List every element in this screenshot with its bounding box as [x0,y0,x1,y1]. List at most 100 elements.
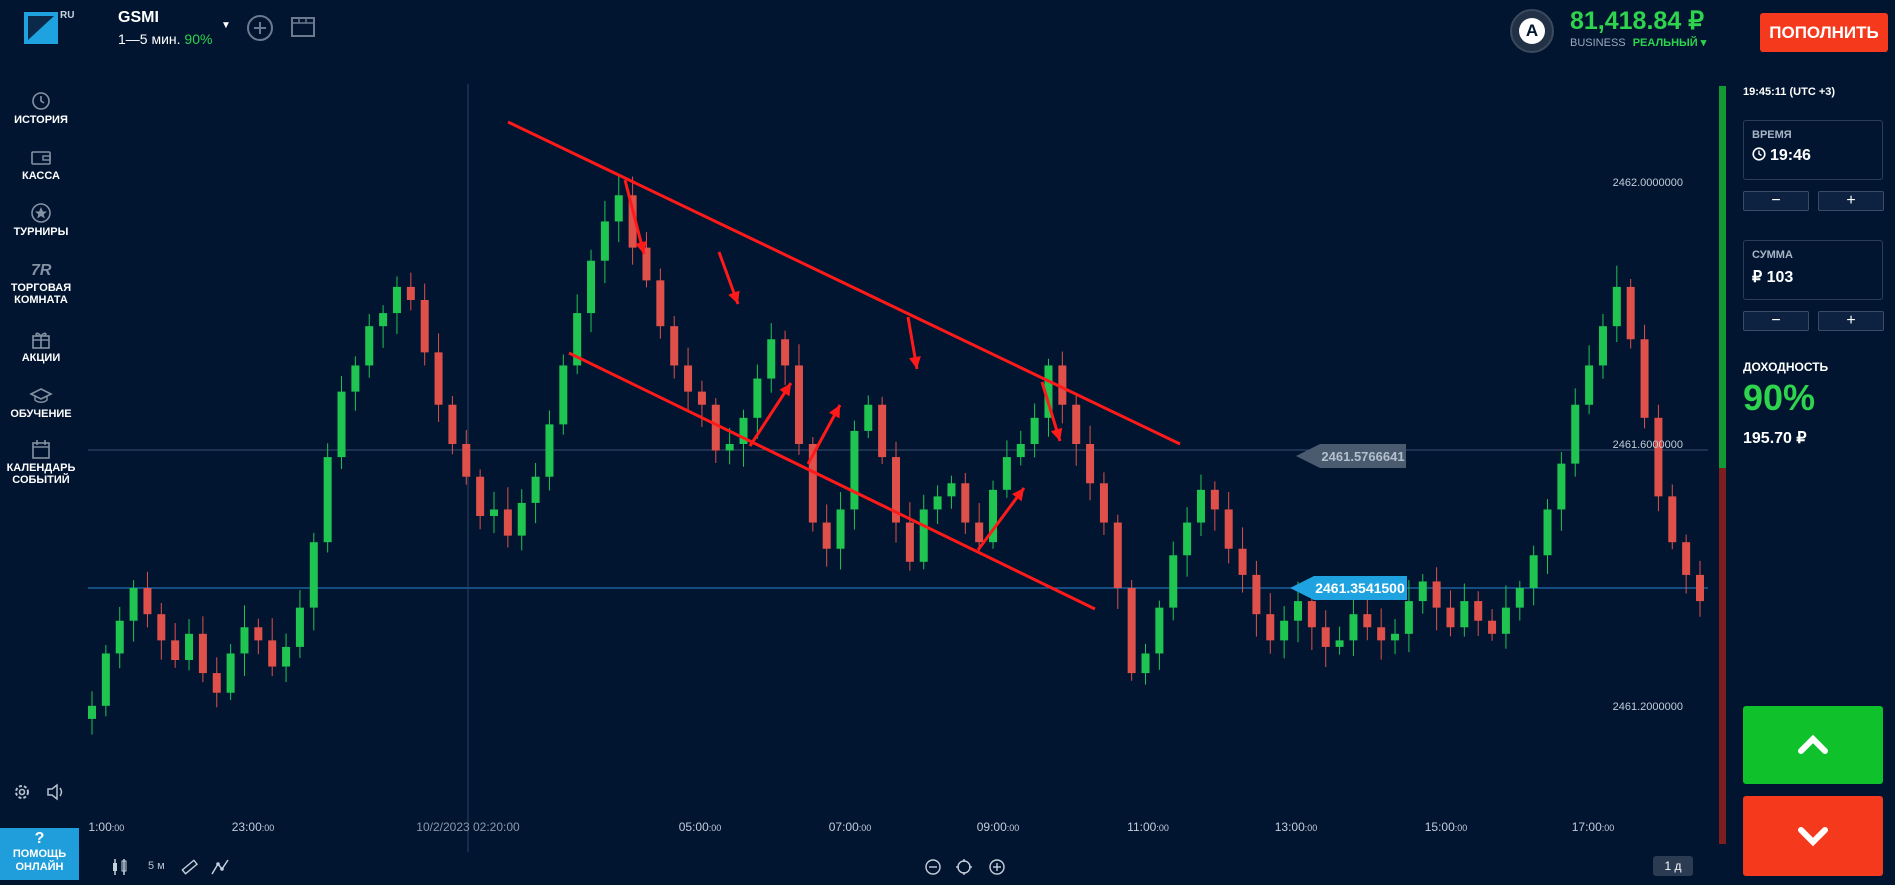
candle-body [1446,607,1455,628]
candle-body [1224,509,1233,549]
sidebar-item-label: КАЛЕНДАРЬ СОБЫТИЙ [6,462,76,486]
candle-body [115,620,124,654]
zoom-in-icon[interactable] [988,858,1006,876]
candle-body [323,457,332,543]
candle-type-icon[interactable] [110,858,130,876]
candle-body [1252,574,1261,615]
time-tick-label: 15:00:00 [1425,820,1468,834]
avatar[interactable]: A [1510,9,1554,53]
candle-body [1488,620,1497,634]
time-field[interactable]: ВРЕМЯ 19:46 [1743,120,1883,180]
candle-body [1571,404,1580,464]
time-tick-label: 11:00:00 [1127,820,1169,834]
candle-body [1654,417,1663,497]
time-value-row: 19:46 [1752,147,1811,165]
candle-body [919,509,928,562]
sidebar-item-trading-room[interactable]: 7R ТОРГОВАЯ КОМНАТА [0,258,82,306]
candle-body [1127,588,1136,674]
candle-body [1543,509,1552,556]
candle-body [392,286,401,314]
help-question-icon: ? [34,830,45,847]
axis-labels: 2462.0000000 2461.6000000 2461.2000000 21:0… [88,177,1683,834]
zoom-out-icon[interactable] [924,858,942,876]
sidebar-item-calendar[interactable]: КАЛЕНДАРЬ СОБЫТИЙ [0,438,82,486]
candle-body [1030,417,1039,444]
candle-body [226,653,235,693]
candle-body [1058,365,1067,405]
sidebar-item-cashier[interactable]: КАССА [0,146,82,182]
price-chart[interactable]: 2462.0000000 2461.6000000 2461.2000000 21:0… [88,84,1718,854]
timeframe-selector[interactable]: 5 м [148,860,165,872]
candle-body [961,483,970,523]
put-down-button[interactable] [1743,796,1883,876]
amount-field[interactable]: СУММА ₽ 103 [1743,240,1883,300]
time-decrease-button[interactable]: − [1743,191,1809,211]
fit-screen-icon[interactable] [955,858,973,876]
candle-body [101,653,110,706]
clock-time: 19:45:11 [1743,86,1787,98]
amount-label: СУММА [1752,249,1793,261]
amount-decrease-button[interactable]: − [1743,311,1809,331]
candle-body [642,247,651,281]
candle-body [1002,457,1011,490]
annotation-arrow-head [909,356,921,369]
candle-body [295,607,304,647]
amount-increase-button[interactable]: + [1818,311,1884,331]
annotation-arrow-line [976,487,1026,551]
candle-body [1169,555,1178,608]
account-mode: РЕАЛЬНЫЙ ▾ [1632,37,1707,49]
ruler-icon[interactable] [180,858,198,876]
candle-body [975,522,984,543]
asset-name[interactable]: GSMI [118,9,159,26]
sentiment-up-bar [1719,86,1726,468]
sidebar-item-history[interactable]: ИСТОРИЯ [0,90,82,126]
candle-body [503,509,512,536]
annotation-arrow-head [635,240,647,254]
price-tick-label: 2461.2000000 [1613,701,1683,713]
range-selector[interactable]: 1 д [1653,856,1693,876]
server-clock: 19:45:11 (UTC +3) [1743,86,1835,98]
time-increase-button[interactable]: + [1818,191,1884,211]
clock-timezone: (UTC +3) [1789,86,1836,98]
candle-body [1321,627,1330,647]
account-type-selector[interactable]: BUSINESS РЕАЛЬНЫЙ ▾ [1570,36,1706,49]
logo[interactable] [24,12,58,44]
drawing-tools-icon[interactable] [210,858,230,876]
sidebar-item-tournaments[interactable]: ТУРНИРЫ [0,202,82,238]
candle-body [794,365,803,444]
current-price-tag-bg [1290,576,1407,600]
candle-body [1696,574,1704,602]
asset-expiry[interactable]: 1—5 мин. 90% [118,31,212,47]
time-tick-label: 09:00:00 [977,820,1020,834]
candle-body [1335,640,1344,647]
candle-body [864,404,873,431]
expiry-range: 1—5 мин. [118,31,181,47]
time-tick-label: 21:00:00 [88,820,124,834]
candle-body [254,627,263,641]
candle-body [1474,601,1483,621]
sidebar-item-promotions[interactable]: АКЦИИ [0,328,82,364]
sidebar-item-education[interactable]: ОБУЧЕНИЕ [0,384,82,420]
candle-body [1668,496,1677,543]
gift-icon [32,332,50,349]
add-asset-icon[interactable] [246,14,274,42]
call-up-button[interactable] [1743,706,1883,784]
layout-icon[interactable] [290,14,316,40]
candle-body [670,326,679,366]
asset-dropdown-caret-icon[interactable]: ▼ [221,20,231,31]
candle-body [933,496,942,510]
current-price-value: 2461.3541500 [1315,580,1405,596]
candle-body [365,326,374,366]
lower-trendline [568,351,1096,611]
sound-icon[interactable] [45,782,67,802]
candle-body [600,221,609,261]
deposit-button[interactable]: ПОПОЛНИТЬ [1760,13,1888,52]
account-balance[interactable]: 81,418.84 ₽ [1570,7,1705,35]
current-price-tag: 2461.3541500 [1290,576,1407,600]
time-value: 19:46 [1770,147,1811,164]
candle-body [725,444,734,451]
settings-gear-icon[interactable] [12,782,32,802]
candle-body [268,640,277,667]
candle-body [1072,404,1081,444]
help-online-button[interactable]: ? ПОМОЩЬ ОНЛАЙН [0,828,79,880]
